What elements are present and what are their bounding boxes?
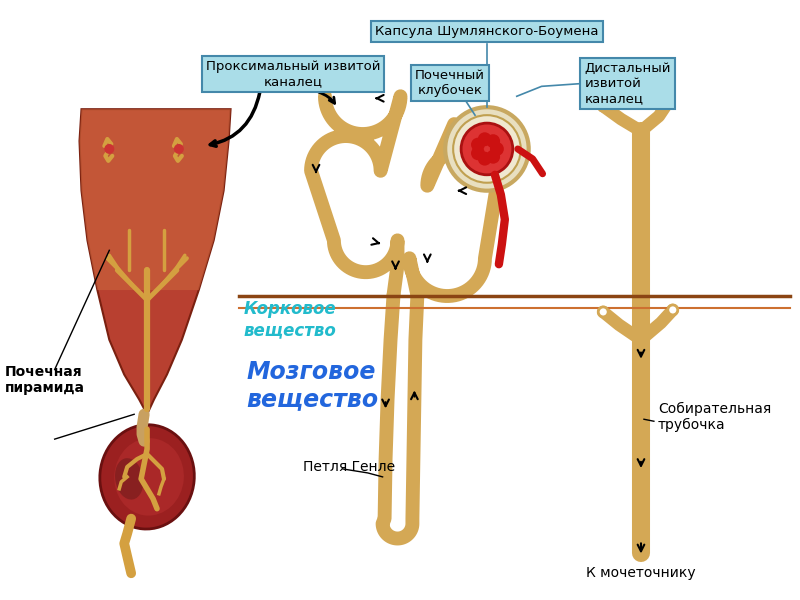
Text: Капсула Шумлянского-Боумена: Капсула Шумлянского-Боумена — [375, 25, 598, 38]
Polygon shape — [79, 109, 230, 290]
Circle shape — [478, 133, 492, 146]
Ellipse shape — [114, 438, 184, 515]
Circle shape — [446, 107, 529, 191]
Text: Петля Генле: Петля Генле — [303, 460, 395, 474]
Text: Проксимальный извитой
каналец: Проксимальный извитой каналец — [206, 61, 381, 88]
Ellipse shape — [100, 425, 194, 529]
Circle shape — [486, 134, 500, 148]
Text: Корковое
вещество: Корковое вещество — [243, 300, 336, 339]
Text: Мозговое
вещество: Мозговое вещество — [246, 359, 378, 412]
Circle shape — [478, 152, 492, 166]
Ellipse shape — [115, 458, 143, 500]
Circle shape — [471, 146, 485, 160]
Circle shape — [490, 142, 504, 156]
Circle shape — [461, 123, 513, 175]
Circle shape — [664, 96, 674, 106]
Circle shape — [174, 144, 184, 154]
Circle shape — [104, 144, 114, 154]
Text: Собирательная
трубочка: Собирательная трубочка — [658, 402, 771, 433]
Circle shape — [598, 307, 608, 317]
Text: Дистальный
извитой
каналец: Дистальный извитой каналец — [584, 62, 671, 105]
Circle shape — [486, 150, 500, 164]
Circle shape — [471, 137, 485, 152]
Circle shape — [453, 115, 521, 183]
Circle shape — [668, 305, 678, 315]
Text: Почечная
пирамида: Почечная пирамида — [5, 365, 85, 395]
Polygon shape — [79, 109, 230, 414]
Text: К мочеточнику: К мочеточнику — [586, 566, 696, 580]
Text: Почечный
клубочек: Почечный клубочек — [415, 70, 485, 97]
Circle shape — [598, 101, 608, 111]
